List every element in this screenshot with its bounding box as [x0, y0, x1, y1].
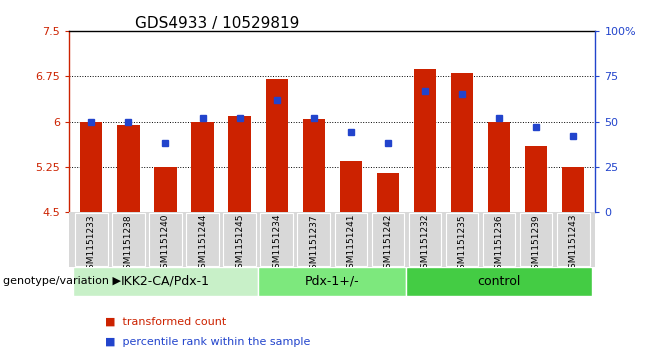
Bar — [407, 267, 592, 296]
Bar — [372, 213, 404, 266]
Bar — [117, 125, 139, 212]
Bar — [149, 213, 182, 266]
Bar — [340, 161, 362, 212]
Bar — [483, 213, 515, 266]
Bar — [377, 173, 399, 212]
Text: GSM1151239: GSM1151239 — [532, 214, 541, 275]
Text: GSM1151245: GSM1151245 — [235, 214, 244, 274]
Bar — [303, 119, 325, 212]
Text: Pdx-1+/-: Pdx-1+/- — [305, 275, 360, 288]
Text: GSM1151236: GSM1151236 — [495, 214, 503, 275]
Bar — [80, 122, 103, 212]
Bar — [525, 146, 547, 212]
Text: GSM1151233: GSM1151233 — [87, 214, 96, 275]
Bar — [261, 213, 293, 266]
Text: GSM1151237: GSM1151237 — [309, 214, 318, 275]
Text: IKK2-CA/Pdx-1: IKK2-CA/Pdx-1 — [121, 275, 210, 288]
Bar — [155, 167, 176, 212]
Bar — [223, 213, 256, 266]
Text: GDS4933 / 10529819: GDS4933 / 10529819 — [135, 16, 299, 31]
Bar — [75, 213, 108, 266]
Text: GSM1151241: GSM1151241 — [346, 214, 355, 274]
Text: GSM1151232: GSM1151232 — [420, 214, 430, 274]
Bar — [445, 213, 478, 266]
Bar — [228, 115, 251, 212]
Text: GSM1151240: GSM1151240 — [161, 214, 170, 274]
Bar — [488, 122, 510, 212]
Text: GSM1151235: GSM1151235 — [457, 214, 467, 275]
Text: GSM1151238: GSM1151238 — [124, 214, 133, 275]
Bar — [266, 79, 288, 212]
Bar — [334, 213, 367, 266]
Bar — [186, 213, 219, 266]
Bar — [112, 213, 145, 266]
Text: GSM1151243: GSM1151243 — [569, 214, 578, 274]
Text: ■  transformed count: ■ transformed count — [105, 316, 226, 326]
Bar — [562, 167, 584, 212]
Bar — [297, 213, 330, 266]
Bar — [258, 267, 407, 296]
Bar — [409, 213, 442, 266]
Bar — [73, 267, 258, 296]
Text: ■  percentile rank within the sample: ■ percentile rank within the sample — [105, 337, 311, 347]
Bar — [191, 122, 214, 212]
Bar — [414, 69, 436, 212]
Text: GSM1151244: GSM1151244 — [198, 214, 207, 274]
Bar — [451, 73, 473, 212]
Text: GSM1151242: GSM1151242 — [384, 214, 392, 274]
Text: control: control — [478, 275, 520, 288]
Text: genotype/variation ▶: genotype/variation ▶ — [3, 276, 121, 286]
Text: GSM1151234: GSM1151234 — [272, 214, 281, 274]
Bar — [557, 213, 590, 266]
Bar — [520, 213, 553, 266]
